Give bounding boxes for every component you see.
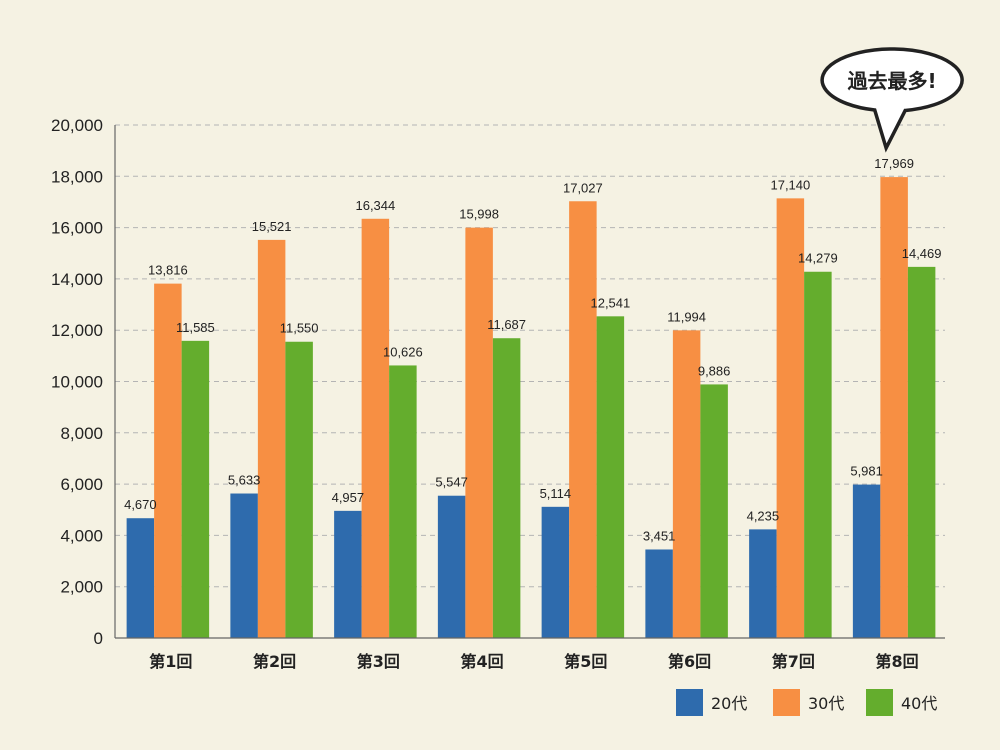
y-axis-tick-labels: 0 2,000 4,000 6,000 8,000 10,000 12,000 14,000 1…	[51, 116, 103, 648]
bar	[334, 510, 362, 638]
data-label: 11,687	[487, 317, 526, 332]
category-label: 第7回	[772, 652, 815, 671]
bar	[389, 365, 417, 638]
bar	[230, 493, 258, 638]
y-tick-label: 6,000	[60, 475, 103, 494]
legend-swatch	[773, 689, 800, 716]
y-tick-label: 12,000	[51, 321, 103, 340]
bar	[569, 201, 597, 638]
data-label: 10,626	[383, 344, 423, 359]
data-label: 11,585	[176, 320, 215, 335]
data-label: 17,969	[874, 156, 914, 171]
x-axis-category-labels: 第1回 第2回 第3回 第4回 第5回 第6回 第7回 第8回	[149, 652, 918, 671]
y-tick-label: 20,000	[51, 116, 103, 135]
callout-bubble	[820, 47, 964, 153]
bar	[361, 218, 390, 638]
category-label: 第1回	[149, 652, 192, 671]
y-tick-label: 14,000	[51, 270, 103, 289]
data-label: 5,981	[850, 464, 883, 479]
data-label: 3,451	[643, 528, 676, 543]
bar	[285, 341, 313, 638]
data-label: 11,550	[280, 321, 319, 336]
data-label: 4,957	[332, 490, 365, 505]
gridlines	[115, 124, 945, 588]
data-label: 16,344	[355, 198, 395, 213]
data-label: 11,994	[667, 309, 706, 324]
legend-label: 40代	[901, 694, 937, 713]
bar	[804, 271, 832, 638]
data-label: 14,469	[902, 246, 942, 261]
category-label: 第6回	[668, 652, 711, 671]
legend-swatch	[676, 689, 703, 716]
record-callout: 過去最多!	[820, 47, 964, 153]
data-label: 4,235	[747, 508, 780, 523]
legend-swatch	[866, 689, 893, 716]
bar	[465, 227, 493, 638]
category-label: 第8回	[876, 652, 919, 671]
data-label: 14,279	[798, 251, 838, 266]
bar	[541, 506, 570, 638]
y-tick-label: 4,000	[60, 526, 103, 545]
legend-label: 30代	[808, 694, 844, 713]
data-label: 5,633	[228, 473, 261, 488]
bar	[776, 198, 805, 638]
category-label: 第4回	[461, 652, 504, 671]
bar	[749, 529, 777, 638]
data-label: 5,114	[540, 486, 572, 501]
data-labels: 4,670 13,816 11,585 5,633 15,521 11,550 4,957 1…	[124, 156, 941, 543]
data-label: 15,998	[459, 207, 499, 222]
bar	[257, 239, 286, 638]
bar	[126, 518, 155, 638]
data-label: 12,541	[590, 295, 630, 310]
y-tick-label: 10,000	[51, 373, 103, 392]
y-tick-label: 16,000	[51, 219, 103, 238]
bar	[852, 484, 881, 638]
category-label: 第3回	[357, 652, 400, 671]
bar	[907, 266, 936, 638]
legend: 20代 30代 40代	[676, 689, 937, 716]
data-label: 15,521	[252, 219, 292, 234]
category-label: 第5回	[564, 652, 607, 671]
legend-label: 20代	[711, 694, 747, 713]
callout-text: 過去最多!	[848, 69, 937, 93]
bar	[181, 340, 210, 638]
bar	[492, 338, 521, 638]
data-label: 13,816	[148, 263, 188, 278]
bar	[700, 384, 728, 638]
data-label: 5,547	[435, 475, 468, 490]
axes	[114, 125, 945, 639]
y-tick-label: 18,000	[51, 167, 103, 186]
bar	[437, 495, 466, 638]
y-tick-label: 0	[94, 629, 103, 648]
bars	[126, 177, 936, 638]
category-label: 第2回	[253, 652, 296, 671]
bar	[645, 549, 673, 638]
bar	[596, 316, 625, 638]
bar	[154, 283, 182, 638]
data-label: 17,140	[770, 177, 810, 192]
bar	[672, 330, 701, 638]
data-label: 17,027	[563, 180, 603, 195]
bar	[880, 177, 908, 638]
data-label: 4,670	[124, 497, 157, 512]
y-tick-label: 2,000	[60, 578, 103, 597]
y-tick-label: 8,000	[60, 424, 103, 443]
data-label: 9,886	[698, 363, 731, 378]
